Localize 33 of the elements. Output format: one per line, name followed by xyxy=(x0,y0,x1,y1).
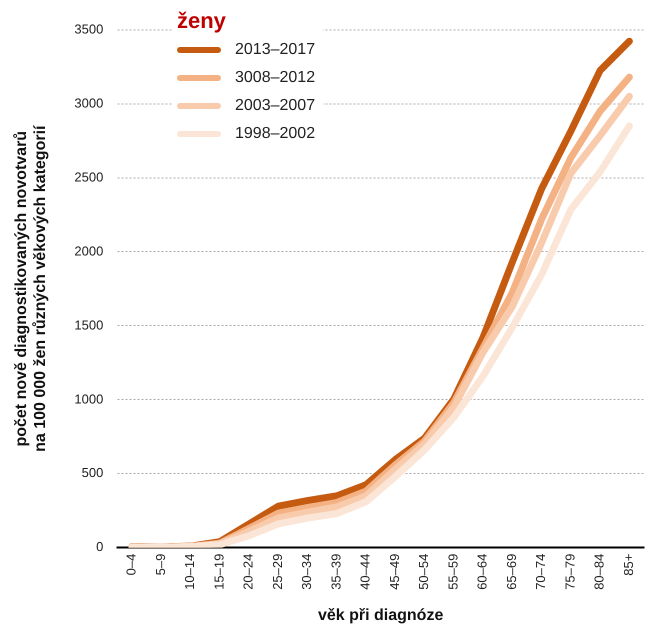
y-tick-label: 2000 xyxy=(74,243,104,258)
x-tick-label: 55–59 xyxy=(445,554,460,590)
legend-title: ženy xyxy=(177,8,227,34)
x-tick-label: 60–64 xyxy=(474,554,490,590)
x-tick-label: 40–44 xyxy=(358,554,373,590)
x-tick-label: 20–24 xyxy=(240,554,256,590)
legend-label: 2003–2007 xyxy=(235,97,316,115)
legend-label: 1998–2002 xyxy=(235,125,316,143)
x-tick-label: 80–84 xyxy=(592,554,607,590)
x-axis-title: věk při diagnóze xyxy=(318,606,444,624)
x-tick-label: 45–49 xyxy=(386,554,402,590)
y-tick-label: 2500 xyxy=(74,169,104,184)
x-tick-label: 10–14 xyxy=(182,554,198,590)
y-tick-label: 500 xyxy=(82,465,104,480)
x-tick-label: 25–29 xyxy=(270,554,285,590)
x-tick-label: 85+ xyxy=(620,554,636,576)
x-tick-label: 70–74 xyxy=(533,554,548,590)
x-tick-label: 50–54 xyxy=(416,554,432,590)
x-tick-label: 5–9 xyxy=(152,554,168,576)
legend-label: 3008–2012 xyxy=(235,69,316,87)
y-axis-title: počet nově diagnostikovaných novotvarů na 100 000 žen různých věkových kategorií xyxy=(13,124,50,452)
y-tick-label: 1500 xyxy=(74,317,104,332)
y-tick-label: 0 xyxy=(96,539,104,554)
legend-label: 2013–2017 xyxy=(235,41,316,59)
x-tick-label: 0–4 xyxy=(124,554,139,576)
y-tick-label: 3000 xyxy=(74,95,104,110)
x-tick-label: 75–79 xyxy=(562,554,578,590)
x-tick-label: 65–69 xyxy=(504,554,519,590)
y-tick-label: 1000 xyxy=(74,391,104,406)
x-tick-label: 30–34 xyxy=(299,554,314,590)
x-tick-label: 15–19 xyxy=(211,554,226,590)
x-tick-label: 35–39 xyxy=(328,554,344,590)
y-tick-label: 3500 xyxy=(74,21,104,36)
